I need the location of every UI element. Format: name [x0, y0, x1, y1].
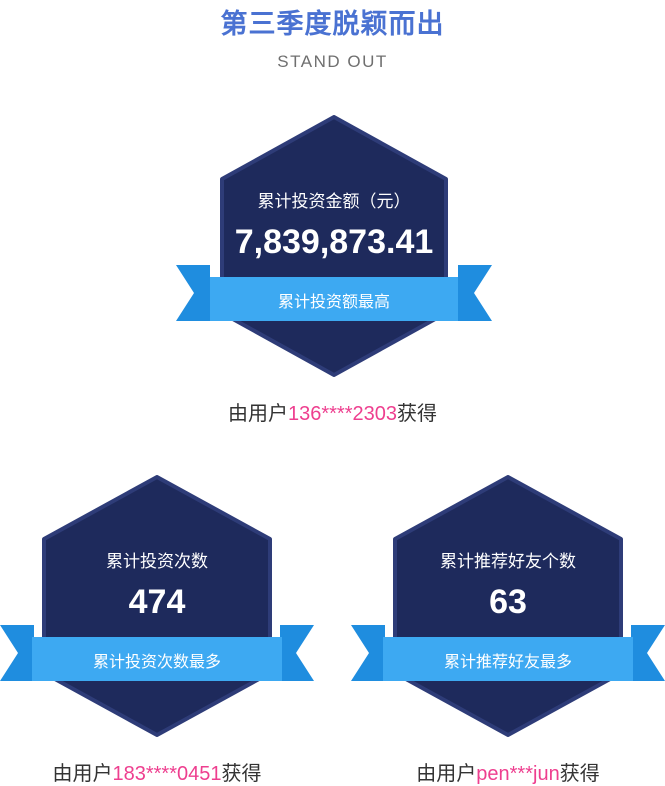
award-winner-text: 由用户136****2303获得: [0, 397, 665, 426]
winner-prefix: 由用户: [416, 761, 477, 785]
winner-suffix: 获得: [397, 401, 437, 425]
winner-prefix: 由用户: [228, 401, 288, 425]
award-value: 7,839,873.41: [234, 223, 434, 261]
hexagon-badge-icon: [0, 475, 314, 737]
winner-suffix: 获得: [221, 761, 262, 785]
hexagon-badge-icon: [176, 115, 492, 377]
page-subtitle: STAND OUT: [277, 52, 388, 71]
award-label: 累计投资金额（元）: [257, 192, 411, 212]
winner-user-id: 136****2303: [288, 403, 397, 425]
winner-user-id: pen***jun: [476, 763, 560, 785]
page-title: 第三季度脱颖而出: [220, 9, 445, 40]
winner-prefix: 由用户: [52, 761, 113, 785]
award-ribbon-label: 累计投资额最高: [277, 292, 390, 311]
award-label: 累计投资次数: [106, 552, 208, 572]
award-value: 474: [128, 583, 186, 621]
award-winner-text: 由用户pen***jun获得: [351, 757, 665, 786]
award-ribbon-label: 累计投资次数最多: [92, 652, 221, 671]
hexagon-badge-icon: [351, 475, 665, 737]
award-value: 63: [489, 583, 527, 621]
award-label: 累计推荐好友个数: [440, 552, 576, 572]
award-badge-investment-count: 累计投资次数 474 累计投资次数最多: [0, 475, 314, 737]
award-winner-text: 由用户183****0451获得: [0, 757, 314, 786]
award-badge-investment-amount: 累计投资金额（元） 7,839,873.41 累计投资额最高: [176, 115, 492, 377]
winner-user-id: 183****0451: [112, 763, 222, 785]
award-ribbon-label: 累计推荐好友最多: [443, 652, 572, 671]
winner-suffix: 获得: [559, 761, 600, 785]
award-badge-referral-count: 累计推荐好友个数 63 累计推荐好友最多: [351, 475, 665, 737]
